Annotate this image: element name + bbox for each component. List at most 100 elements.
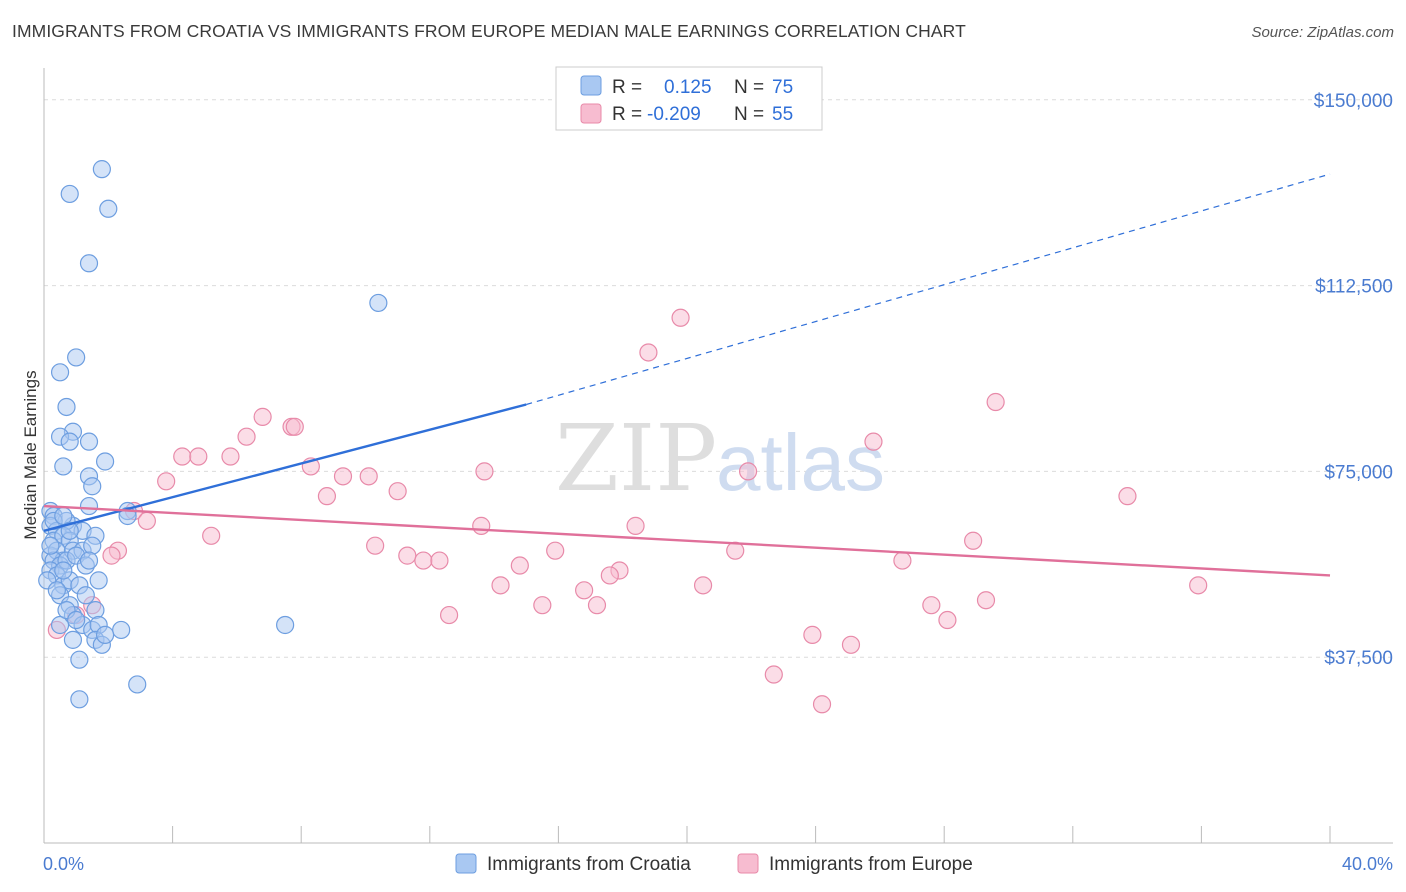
croatia-point [60,184,79,204]
croatia-point [67,348,86,367]
legend-box: R = 0.125 N = 75 R = -0.209 N = 55 [555,66,823,131]
y-tick-label: $112,500 [1315,277,1393,298]
europe-point [533,596,552,615]
x-tick-label-min: 0.0% [43,854,84,874]
europe-point [671,308,690,327]
watermark-atlas: atlas [716,418,885,507]
europe-point [414,551,433,570]
y-tick-labels: $37,500 $75,000 $112,500 $150,000 [1314,91,1393,669]
bottom-legend-label-europe: Immigrants from Europe [769,854,973,875]
legend-n-value-europe: 55 [772,104,793,125]
croatia-point [50,363,70,382]
croatia-point [276,615,295,635]
europe-point [803,625,822,644]
europe-point [764,665,783,684]
croatia-point [92,160,111,179]
europe-point [938,610,957,630]
legend-n-label-europe: N = [734,104,764,125]
europe-point [398,546,417,565]
europe-point [237,427,256,446]
europe-point [893,551,912,570]
croatia-point [83,477,102,496]
europe-point [1118,487,1137,506]
europe-point [1189,576,1208,595]
europe-point [864,432,883,451]
watermark: ZIP atlas [555,405,885,512]
europe-point [173,447,192,466]
europe-point [137,511,156,531]
y-tick-label: $37,500 [1324,648,1393,669]
croatia-point [369,293,388,313]
europe-point [491,576,510,595]
europe-point [986,392,1005,412]
croatia-trend-extension [526,173,1331,406]
croatia-point [47,581,66,600]
x-tick-label-max: 40.0% [1342,854,1393,874]
croatia-point [95,452,115,471]
y-tick-label: $150,000 [1314,91,1393,112]
legend-swatch-croatia [580,75,602,96]
europe-point [388,482,407,501]
croatia-point [60,521,79,540]
y-tick-label: $75,000 [1324,462,1393,483]
europe-point [472,516,491,535]
europe-point [253,407,272,426]
legend-n-value-croatia: 75 [772,77,793,98]
croatia-point [86,601,105,620]
croatia-point [63,630,83,649]
legend-r-value-croatia: 0.125 [664,77,712,98]
europe-point [964,531,983,550]
europe-point [359,467,378,486]
europe-point [976,591,996,610]
croatia-point [128,675,147,694]
croatia-point [76,586,95,605]
europe-trend-line [43,504,1331,577]
croatia-point [99,199,118,218]
croatia-point [95,625,115,644]
europe-point [333,467,353,486]
europe-point [922,596,941,615]
croatia-point [60,432,79,451]
europe-point [189,447,208,466]
croatia-point [79,432,99,451]
bottom-legend-swatch-croatia [455,853,477,874]
bottom-legend-label-croatia: Immigrants from Croatia [487,854,691,875]
europe-point [575,581,594,600]
croatia-point [79,496,99,516]
legend-swatch-europe [580,103,602,124]
bottom-legend-swatch-europe [737,853,759,874]
europe-point [430,551,449,570]
axes [43,68,1393,844]
europe-point [600,566,619,585]
europe-point [317,487,337,506]
croatia-point [79,551,99,570]
chart-title: IMMIGRANTS FROM CROATIA VS IMMIGRANTS FR… [12,21,966,41]
legend-r-label-croatia: R = [612,77,642,98]
croatia-point [41,536,60,555]
croatia-point [70,650,89,669]
europe-point [510,556,529,575]
source-label: Source: ZipAtlas.com [1251,24,1394,41]
bottom-legend: Immigrants from Croatia Immigrants from … [455,853,973,875]
europe-point [693,576,713,595]
croatia-point [67,610,86,630]
gridlines [44,99,1393,658]
legend-n-label-croatia: N = [734,77,764,98]
croatia-point [54,561,73,580]
europe-point [841,635,861,654]
croatia-point [70,690,89,709]
europe-point [102,546,121,565]
legend-r-value-europe: -0.209 [647,104,701,125]
europe-point [587,596,607,615]
legend-r-label-europe: R = [612,104,642,125]
europe-point [157,472,176,491]
europe-point [738,462,758,481]
europe-point [202,526,221,545]
croatia-point [112,620,131,640]
croatia-points [38,160,388,709]
europe-point [546,541,565,560]
croatia-point [83,536,102,555]
europe-point [285,417,304,436]
europe-point [639,343,658,362]
croatia-point [79,254,99,273]
